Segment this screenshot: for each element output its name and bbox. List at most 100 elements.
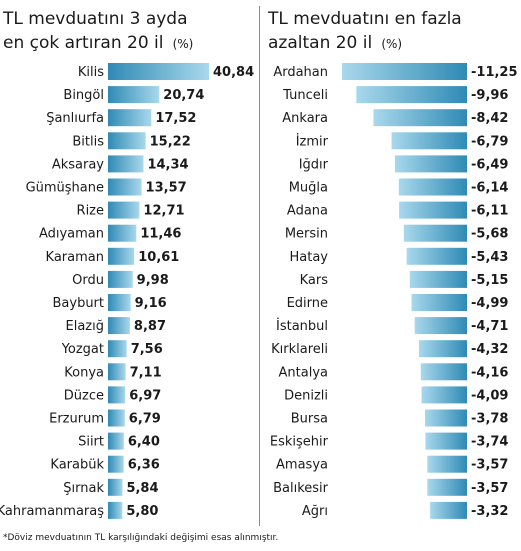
right-title-unit: (%) bbox=[381, 37, 402, 51]
right-value-label: -4,32 bbox=[471, 342, 508, 357]
right-bar bbox=[419, 340, 467, 358]
left-category-label: Aksaray bbox=[52, 157, 104, 172]
right-category-label: İzmir bbox=[296, 133, 329, 149]
left-value-label: 10,61 bbox=[138, 250, 179, 265]
left-bar bbox=[108, 317, 130, 335]
right-category-label: Kars bbox=[300, 273, 329, 288]
left-category-label: Karaman bbox=[46, 250, 104, 265]
footnote: *Döviz mevduatının TL karşılığındaki değ… bbox=[3, 533, 279, 543]
left-category-label: Ordu bbox=[72, 273, 104, 288]
right-category-label: Kırklareli bbox=[271, 342, 328, 357]
left-bar-group: Kilis 40,84 Bingöl 20,74 Şanlıurfa 17,52 Bitli… bbox=[0, 63, 254, 519]
right-title-line2: azaltan 20 il bbox=[268, 33, 372, 53]
left-value-label: 20,74 bbox=[163, 88, 204, 103]
right-category-label: Ağrı bbox=[302, 504, 328, 519]
left-category-label: Şırnak bbox=[63, 481, 104, 496]
left-bar bbox=[108, 86, 160, 104]
left-bar bbox=[108, 501, 123, 519]
right-value-label: -3,78 bbox=[471, 412, 508, 427]
left-category-label: Bitlis bbox=[72, 134, 104, 149]
right-title-line1: TL mevduatını en fazla bbox=[267, 9, 462, 29]
right-value-label: -3,32 bbox=[471, 504, 508, 519]
right-category-label: Amasya bbox=[276, 458, 328, 473]
right-bar bbox=[398, 178, 467, 196]
left-bar bbox=[108, 409, 125, 427]
left-value-label: 11,46 bbox=[140, 227, 181, 242]
right-bar bbox=[342, 63, 467, 80]
right-bar bbox=[430, 501, 467, 519]
right-value-label: -6,79 bbox=[471, 134, 508, 149]
left-value-label: 6,79 bbox=[129, 412, 161, 427]
left-bar bbox=[108, 455, 124, 473]
right-value-label: -11,25 bbox=[471, 65, 518, 80]
left-category-label: Bingöl bbox=[63, 88, 104, 103]
left-bar bbox=[108, 224, 137, 242]
left-category-label: Siirt bbox=[78, 435, 104, 450]
right-value-label: -5,68 bbox=[471, 227, 508, 242]
left-category-label: Adıyaman bbox=[39, 227, 104, 242]
left-value-label: 15,22 bbox=[150, 134, 191, 149]
right-value-label: -6,49 bbox=[471, 157, 508, 172]
right-bar bbox=[425, 409, 467, 427]
right-value-label: -4,71 bbox=[471, 319, 508, 334]
left-category-label: Gümüşhane bbox=[26, 181, 104, 196]
left-value-label: 14,34 bbox=[147, 157, 188, 172]
right-bar bbox=[411, 294, 467, 311]
right-value-label: -6,11 bbox=[471, 204, 508, 219]
left-category-label: Bayburt bbox=[52, 296, 104, 311]
left-bar bbox=[108, 109, 152, 127]
right-value-label: -4,16 bbox=[471, 365, 508, 380]
left-bar bbox=[108, 340, 127, 358]
left-category-label: Düzce bbox=[64, 388, 104, 403]
left-value-label: 12,71 bbox=[143, 204, 184, 219]
right-value-label: -6,14 bbox=[471, 181, 508, 196]
left-category-label: Şanlıurfa bbox=[46, 111, 104, 126]
right-bar bbox=[425, 432, 467, 450]
left-category-label: Elazığ bbox=[66, 319, 104, 334]
right-category-label: Ankara bbox=[282, 111, 328, 126]
left-bar bbox=[108, 63, 209, 80]
right-bar bbox=[373, 109, 467, 127]
right-bar bbox=[356, 86, 467, 104]
right-category-label: Ardahan bbox=[273, 65, 328, 80]
left-category-label: Karabük bbox=[50, 458, 104, 473]
left-bar bbox=[108, 294, 131, 311]
left-value-label: 5,80 bbox=[126, 504, 158, 519]
left-category-label: Kahramanmaraş bbox=[0, 504, 104, 519]
left-bar bbox=[108, 201, 140, 219]
right-category-label: Tunceli bbox=[282, 88, 328, 103]
right-value-label: -3,57 bbox=[471, 458, 508, 473]
right-bar bbox=[420, 363, 467, 381]
left-title-line1: TL mevduatını 3 ayda bbox=[2, 9, 188, 29]
right-bar bbox=[403, 224, 467, 242]
right-category-label: Hatay bbox=[290, 250, 329, 265]
left-value-label: 7,56 bbox=[131, 342, 163, 357]
right-value-label: -4,99 bbox=[471, 296, 508, 311]
left-value-label: 5,84 bbox=[126, 481, 158, 496]
right-bar bbox=[427, 455, 467, 473]
right-value-label: -3,57 bbox=[471, 481, 508, 496]
left-value-label: 9,16 bbox=[135, 296, 167, 311]
left-value-label: 6,36 bbox=[128, 458, 160, 473]
left-bar bbox=[108, 478, 123, 496]
svg-text:azaltan 20 il (%): azaltan 20 il (%) bbox=[268, 33, 402, 53]
right-category-label: Adana bbox=[287, 204, 328, 219]
right-bar bbox=[399, 201, 467, 219]
left-category-label: Konya bbox=[64, 365, 104, 380]
left-bar bbox=[108, 132, 146, 150]
left-category-label: Erzurum bbox=[49, 412, 104, 427]
left-bar bbox=[108, 432, 124, 450]
right-category-label: Balıkesir bbox=[273, 481, 329, 496]
svg-text:en çok artıran 20 il (%): en çok artıran 20 il (%) bbox=[3, 33, 193, 53]
right-bar bbox=[391, 132, 467, 150]
left-category-label: Kilis bbox=[78, 65, 104, 80]
left-bar bbox=[108, 155, 144, 173]
right-category-label: Eskişehir bbox=[270, 435, 329, 450]
left-value-label: 13,57 bbox=[146, 181, 187, 196]
right-bar bbox=[394, 155, 467, 173]
left-bar bbox=[108, 363, 126, 381]
left-value-label: 7,11 bbox=[130, 365, 162, 380]
left-title-line2: en çok artıran 20 il bbox=[3, 33, 164, 53]
right-category-label: Muğla bbox=[289, 181, 328, 196]
